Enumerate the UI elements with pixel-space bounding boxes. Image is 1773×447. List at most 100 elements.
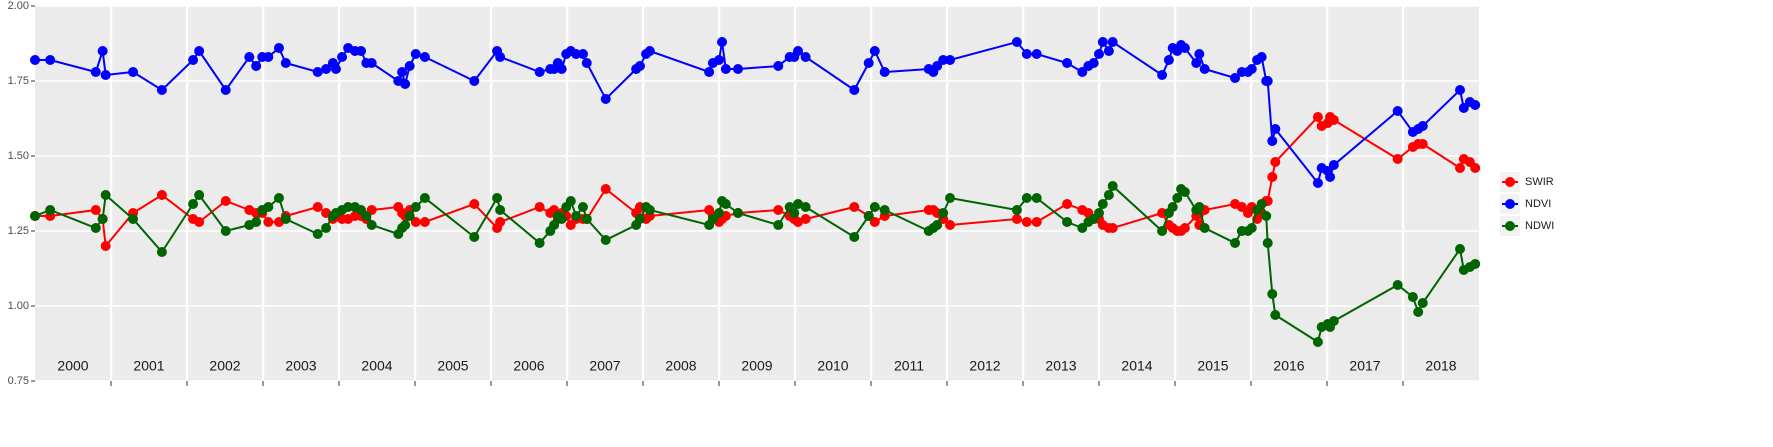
x-tick-label: 2011 — [894, 358, 924, 374]
data-point — [1261, 211, 1272, 221]
data-point — [1417, 121, 1428, 131]
x-tick-label: 2012 — [969, 358, 1000, 374]
data-point — [1167, 202, 1178, 212]
data-point — [863, 211, 874, 221]
data-point — [128, 67, 139, 77]
data-point — [1021, 49, 1032, 59]
data-point — [720, 64, 731, 74]
data-point — [90, 223, 101, 233]
data-point — [1179, 187, 1190, 197]
data-point — [194, 46, 205, 56]
data-point — [128, 214, 139, 224]
data-point — [469, 199, 480, 209]
y-tick-label: 1.25 — [8, 225, 29, 237]
data-point — [1107, 37, 1118, 47]
data-point — [849, 232, 860, 242]
data-point — [330, 64, 341, 74]
data-point — [938, 208, 949, 218]
data-point — [280, 214, 291, 224]
data-point — [714, 55, 724, 65]
x-tick-label: 2013 — [1045, 358, 1076, 374]
legend-swatch — [1505, 199, 1515, 209]
data-point — [793, 199, 804, 209]
data-point — [1031, 217, 1042, 227]
data-point — [410, 217, 421, 227]
data-point — [1199, 223, 1210, 233]
x-tick-label: 2004 — [361, 358, 392, 374]
data-point — [1270, 310, 1281, 320]
data-point — [1267, 172, 1278, 182]
data-point — [263, 217, 274, 227]
data-point — [1230, 238, 1241, 248]
x-tick-label: 2002 — [209, 358, 240, 374]
data-point — [534, 238, 545, 248]
data-point — [321, 64, 332, 74]
y-tick-label: 1.00 — [8, 300, 29, 312]
data-point — [1455, 244, 1465, 254]
data-point — [1325, 172, 1336, 182]
data-point — [404, 211, 415, 221]
data-point — [280, 58, 291, 68]
data-point — [366, 220, 377, 230]
data-point — [793, 46, 804, 56]
data-point — [932, 61, 943, 71]
data-point — [1267, 136, 1278, 146]
data-point — [717, 37, 728, 47]
data-point — [263, 202, 274, 212]
data-point — [469, 232, 480, 242]
data-point — [194, 190, 205, 200]
data-point — [600, 94, 611, 104]
data-point — [1328, 160, 1339, 170]
x-tick-label: 2005 — [437, 358, 468, 374]
x-tick-label: 2001 — [133, 358, 164, 374]
data-point — [879, 205, 890, 215]
data-point — [1107, 181, 1118, 191]
data-point — [366, 58, 377, 68]
data-point — [1328, 316, 1339, 326]
data-point — [1458, 103, 1469, 113]
data-point — [343, 202, 354, 212]
data-point — [1021, 193, 1032, 203]
data-point — [495, 205, 506, 215]
x-tick-label: 2016 — [1273, 358, 1304, 374]
data-point — [1191, 58, 1202, 68]
y-tick-label: 1.75 — [8, 75, 29, 87]
data-point — [1256, 199, 1267, 209]
data-point — [97, 214, 108, 224]
data-point — [1077, 67, 1088, 77]
data-point — [251, 217, 262, 227]
data-point — [492, 193, 503, 203]
data-point — [549, 220, 560, 230]
data-point — [469, 76, 480, 86]
data-point — [356, 46, 367, 56]
data-point — [1062, 217, 1073, 227]
data-point — [1455, 163, 1465, 173]
data-point — [1392, 106, 1403, 116]
data-point — [312, 229, 323, 239]
data-point — [704, 67, 715, 77]
data-point — [400, 220, 411, 230]
data-point — [720, 199, 731, 209]
data-point — [1194, 49, 1205, 59]
data-point — [156, 247, 167, 257]
y-tick-label: 2.00 — [8, 0, 29, 12]
data-point — [1328, 115, 1339, 125]
data-point — [879, 67, 890, 77]
data-point — [90, 205, 101, 215]
data-point — [789, 208, 800, 218]
data-point — [1163, 55, 1174, 65]
data-point — [534, 202, 545, 212]
data-point — [194, 217, 205, 227]
data-point — [1172, 193, 1183, 203]
data-point — [1262, 238, 1273, 248]
data-point — [714, 208, 724, 218]
data-point — [581, 58, 592, 68]
data-point — [1246, 64, 1257, 74]
data-point — [800, 52, 811, 62]
data-point — [1157, 226, 1168, 236]
data-point — [571, 49, 582, 59]
data-point — [869, 46, 880, 56]
data-point — [1021, 217, 1032, 227]
data-point — [273, 43, 284, 53]
